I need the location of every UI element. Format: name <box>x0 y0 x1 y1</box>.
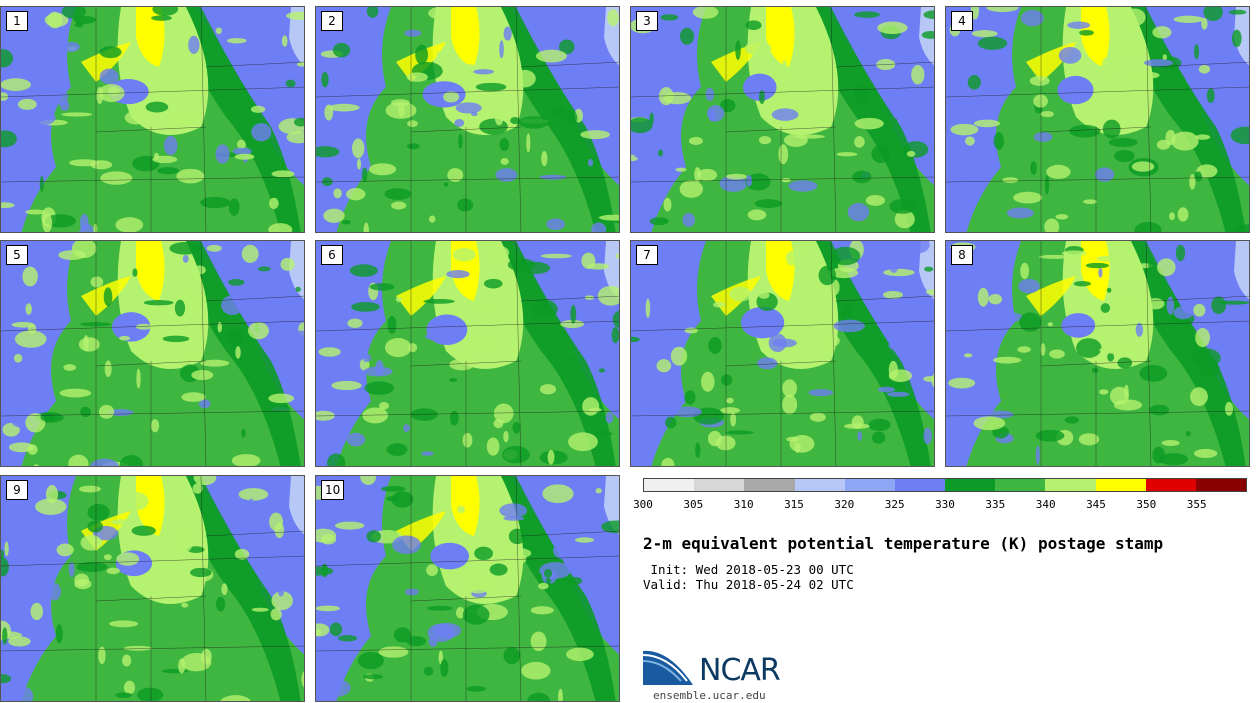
member-label: 7 <box>636 245 658 265</box>
colorbar-segment <box>945 479 996 491</box>
colorbar-tick-label: 330 <box>935 498 955 511</box>
member-label: 2 <box>321 11 343 31</box>
member-panel-9: 9 <box>0 475 305 702</box>
colorbar-segment <box>894 479 946 491</box>
colorbar-tick-label: 310 <box>733 498 754 511</box>
colorbar-segment <box>995 479 1046 491</box>
colorbar-tick-label: 305 <box>683 498 704 511</box>
theta-e-map <box>631 7 934 232</box>
theta-e-map <box>946 7 1249 232</box>
member-label: 9 <box>6 480 28 500</box>
member-panel-10: 10 <box>315 475 620 702</box>
theta-e-map <box>316 7 619 232</box>
colorbar-tick-label: 340 <box>1035 498 1056 511</box>
ncar-logo: NCAR ensemble.ucar.edu <box>643 645 803 703</box>
colorbar-tick-label: 355 <box>1186 498 1207 511</box>
theta-e-map <box>946 241 1249 466</box>
ncar-swoosh-icon <box>643 650 693 685</box>
logo-wordmark: NCAR <box>699 653 781 688</box>
member-panel-5: 5 <box>0 240 305 467</box>
colorbar-segment <box>1195 479 1247 491</box>
colorbar-tick-label: 300 <box>633 498 653 511</box>
colorbar-tick-label: 315 <box>784 498 804 511</box>
colorbar-segment <box>694 479 745 491</box>
member-label: 8 <box>951 245 973 265</box>
member-panel-1: 1 <box>0 6 305 233</box>
colorbar-segment <box>1045 479 1096 491</box>
init-time: Init: Wed 2018-05-23 00 UTC <box>643 562 854 577</box>
colorbar-tick-label: 335 <box>985 498 1006 511</box>
figure-title: 2-m equivalent potential temperature (K)… <box>643 534 1164 553</box>
colorbar-tick-label: 320 <box>834 498 855 511</box>
theta-e-map <box>1 7 304 232</box>
theta-e-map <box>1 241 304 466</box>
member-label: 6 <box>321 245 343 265</box>
member-panel-4: 4 <box>945 6 1250 233</box>
colorbar <box>643 478 1247 492</box>
theta-e-map <box>631 241 934 466</box>
member-panel-6: 6 <box>315 240 620 467</box>
colorbar-segment <box>744 479 795 491</box>
colorbar-segment <box>794 479 845 491</box>
member-label: 10 <box>321 480 345 500</box>
member-panel-7: 7 <box>630 240 935 467</box>
colorbar-segment <box>1095 479 1146 491</box>
member-panel-2: 2 <box>315 6 620 233</box>
member-panel-8: 8 <box>945 240 1250 467</box>
colorbar-tick-label: 350 <box>1136 498 1157 511</box>
member-label: 3 <box>636 11 658 31</box>
colorbar-tick-label: 345 <box>1086 498 1106 511</box>
theta-e-map <box>1 476 304 701</box>
valid-time: Valid: Thu 2018-05-24 02 UTC <box>643 577 854 592</box>
colorbar-tick-label: 325 <box>884 498 905 511</box>
colorbar-ticks: 300 305 310 315 320 325 330 335 340 345 350 355 <box>633 498 1247 512</box>
logo-url: ensemble.ucar.edu <box>653 689 766 702</box>
member-label: 4 <box>951 11 973 31</box>
theta-e-map <box>316 241 619 466</box>
member-label: 1 <box>6 11 28 31</box>
colorbar-segment <box>844 479 895 491</box>
member-panel-3: 3 <box>630 6 935 233</box>
theta-e-map <box>316 476 619 701</box>
member-label: 5 <box>6 245 28 265</box>
colorbar-segment <box>1145 479 1196 491</box>
colorbar-segment <box>644 479 695 491</box>
